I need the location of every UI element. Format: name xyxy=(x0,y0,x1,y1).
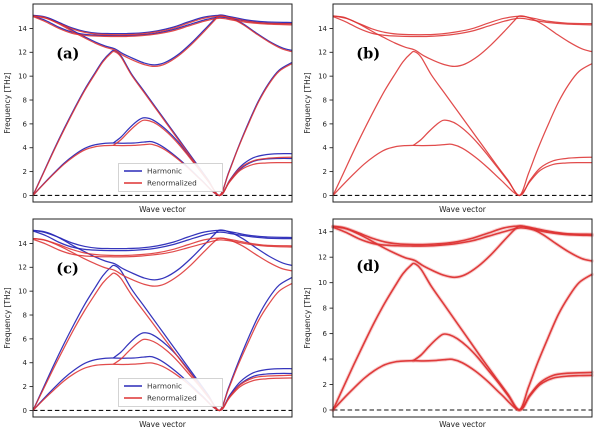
plot-border xyxy=(332,3,593,203)
plot-border xyxy=(32,3,293,203)
y-tick-label: 10 xyxy=(318,279,327,287)
y-tick-label: 8 xyxy=(23,96,27,104)
panel-letter-label: (b) xyxy=(356,46,380,63)
y-axis-label: Frequency [THz] xyxy=(303,287,312,348)
legend-label-renormalized: Renormalized xyxy=(147,394,197,403)
series-renormalized_cd-TO1 xyxy=(32,237,293,257)
series-harmonic-TA xyxy=(32,355,293,412)
y-tick-label: 2 xyxy=(323,168,327,176)
series-renormalized_ab-TO2 xyxy=(32,15,293,38)
series-renormalized_ab-TO1 xyxy=(332,15,593,36)
legend-box xyxy=(118,378,223,407)
y-tick-label: 10 xyxy=(18,73,27,81)
series-harmonic-TA xyxy=(32,140,293,197)
legend-label-harmonic: Harmonic xyxy=(147,167,182,176)
x-axis-label: Wave vector xyxy=(139,420,187,429)
y-tick-label: 6 xyxy=(323,330,328,338)
y-axis-label: Frequency [THz] xyxy=(3,72,12,133)
y-tick-label: 6 xyxy=(23,335,28,343)
series-renormalized_ab-LA xyxy=(32,50,293,197)
y-tick-label: 2 xyxy=(23,168,27,176)
y-tick-label: 4 xyxy=(323,144,328,152)
series-renormalized_cd-TO2 xyxy=(32,238,293,258)
series-renormalized_cd-TO1 xyxy=(332,225,593,246)
panel-d: 0 2 4 6 8 10 12 14 (d) Wave vector Frequency [THz] xyxy=(300,215,600,431)
series-renormalized_cd-LA-halo xyxy=(331,261,594,412)
series-renormalized_cd-LA xyxy=(332,262,593,411)
series-renormalized_cd-TA2 xyxy=(112,338,293,412)
plot-border xyxy=(332,218,593,418)
x-axis-label: Wave vector xyxy=(439,420,487,429)
legend-label-harmonic: Harmonic xyxy=(147,382,182,391)
x-axis-label: Wave vector xyxy=(139,205,187,214)
series-renormalized_ab-LA xyxy=(332,50,593,197)
y-tick-label: 14 xyxy=(18,240,27,248)
series-renormalized_cd-TA2 xyxy=(412,333,593,411)
y-tick-label: 0 xyxy=(23,192,27,200)
y-tick-label: 8 xyxy=(23,311,27,319)
series-renormalized_ab-TO2 xyxy=(332,15,593,38)
y-tick-label: 14 xyxy=(18,25,27,33)
legend-box xyxy=(118,163,223,192)
series-harmonic-TO1 xyxy=(32,229,293,250)
y-tick-label: 12 xyxy=(318,49,327,57)
y-tick-label: 0 xyxy=(323,406,327,414)
y-tick-label: 8 xyxy=(323,305,327,313)
x-axis-label: Wave vector xyxy=(439,205,487,214)
y-tick-label: 0 xyxy=(23,407,27,415)
y-tick-label: 14 xyxy=(318,228,327,236)
panel-b: 0 2 4 6 8 10 12 14 (b) Wave vector Frequency [THz] xyxy=(300,0,600,215)
series-renormalized_ab-TA xyxy=(332,143,593,197)
y-tick-label: 6 xyxy=(323,120,328,128)
series-renormalized_cd-TA xyxy=(332,358,593,411)
panel-a: 0 2 4 6 8 10 12 14 (a) Wave vector Frequency [THz]… xyxy=(0,0,300,215)
y-axis-label: Frequency [THz] xyxy=(303,72,312,133)
plot-border xyxy=(32,218,293,418)
y-tick-label: 4 xyxy=(323,355,328,363)
series-harmonic-LA xyxy=(32,264,293,412)
y-tick-label: 4 xyxy=(23,144,28,152)
series-renormalized_ab-LO xyxy=(332,15,593,68)
y-tick-label: 14 xyxy=(318,25,327,33)
panel-d-plot: 0 2 4 6 8 10 12 14 (d) Wave vector Frequency [THz] xyxy=(303,218,594,429)
series-renormalized_cd-LO xyxy=(332,225,593,279)
series-harmonic-TO2 xyxy=(32,230,293,252)
series-renormalized_cd-TA xyxy=(32,362,293,412)
y-tick-label: 2 xyxy=(23,383,27,391)
series-renormalized_ab-TA xyxy=(32,143,293,197)
series-renormalized_ab-TO1 xyxy=(32,15,293,36)
series-renormalized_ab-TA2 xyxy=(412,119,593,197)
y-tick-label: 8 xyxy=(323,96,327,104)
series-renormalized_cd-LA xyxy=(32,272,293,412)
legend-label-renormalized: Renormalized xyxy=(147,179,197,188)
panel-c: 0 2 4 6 8 10 12 14 (c) Wave vector Frequency [THz]… xyxy=(0,215,300,431)
panel-letter-label: (d) xyxy=(356,258,380,275)
series-renormalized_cd-LO xyxy=(32,237,293,287)
panel-letter-label: (a) xyxy=(56,46,79,63)
series-renormalized_cd-TO2 xyxy=(332,226,593,247)
panel-letter-label: (c) xyxy=(56,261,79,278)
series-renormalized_ab-LO xyxy=(32,15,293,68)
y-tick-label: 0 xyxy=(323,192,327,200)
y-axis-label: Frequency [THz] xyxy=(3,287,12,348)
y-tick-label: 10 xyxy=(318,73,327,81)
y-tick-label: 6 xyxy=(23,120,28,128)
series-renormalized_ab-TA2 xyxy=(112,119,293,197)
series-harmonic-TO1 xyxy=(32,14,293,35)
series-harmonic-LO xyxy=(32,14,293,66)
panel-a-plot: 0 2 4 6 8 10 12 14 (a) Wave vector Frequency [THz]… xyxy=(3,3,293,214)
y-tick-label: 4 xyxy=(23,359,28,367)
panel-c-plot: 0 2 4 6 8 10 12 14 (c) Wave vector Frequency [THz]… xyxy=(3,218,293,429)
y-tick-label: 2 xyxy=(323,381,327,389)
panel-b-plot: 0 2 4 6 8 10 12 14 (b) Wave vector Frequency [THz] xyxy=(303,3,593,214)
y-tick-label: 12 xyxy=(18,49,27,57)
y-tick-label: 12 xyxy=(318,254,327,262)
series-renormalized_cd-TA-halo xyxy=(331,357,594,412)
y-tick-label: 10 xyxy=(18,288,27,296)
y-tick-label: 12 xyxy=(18,264,27,272)
series-harmonic-LO xyxy=(32,229,293,281)
